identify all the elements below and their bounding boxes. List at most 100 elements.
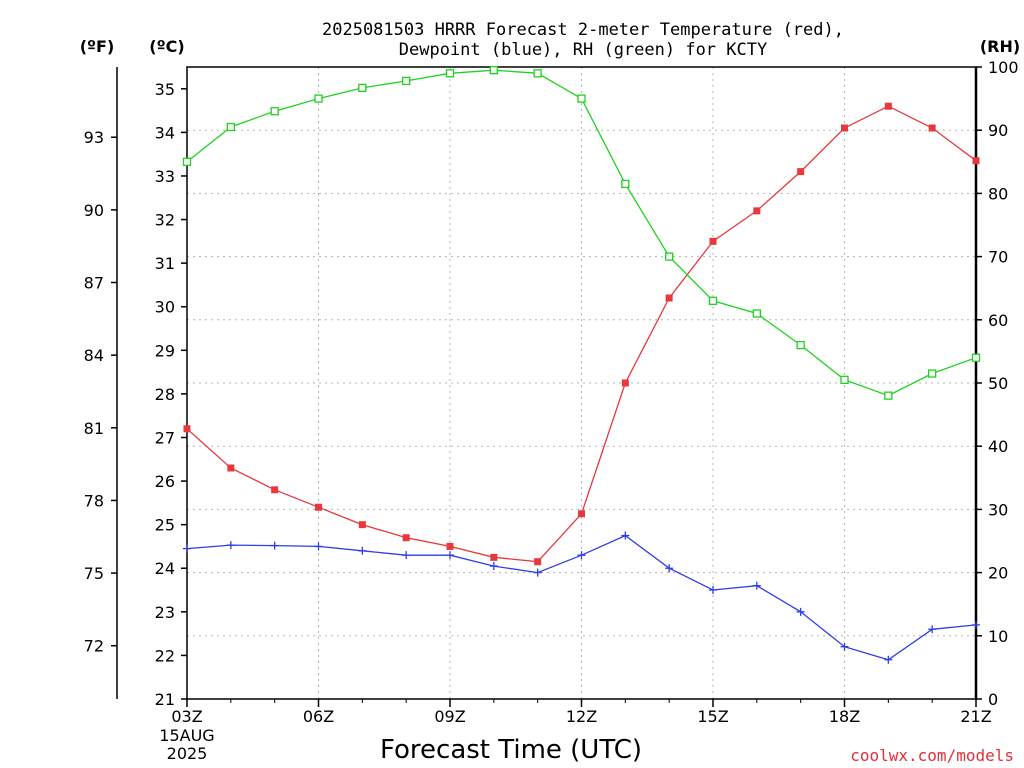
temperature-point	[578, 510, 585, 518]
rh-point	[884, 391, 893, 400]
grid-lines	[187, 67, 976, 699]
x-tick-label: 18Z	[829, 707, 860, 726]
temperature-point	[797, 168, 805, 176]
dewpoint-point	[533, 568, 542, 577]
fahrenheit-tick-label: 78	[84, 491, 104, 510]
celsius-tick-label: 35	[155, 80, 175, 99]
dewpoint-point	[972, 620, 980, 629]
dewpoint-point	[928, 625, 937, 634]
celsius-tick-label: 23	[155, 603, 175, 622]
rh-tick-label: 30	[988, 500, 1008, 519]
rh-tick-label: 80	[988, 184, 1008, 203]
dewpoint-point	[752, 581, 761, 590]
rh-point	[577, 94, 586, 103]
fahrenheit-tick-label: 90	[84, 201, 104, 220]
temperature-point	[446, 542, 454, 550]
fahrenheit-tick-label: 72	[84, 637, 104, 656]
rh-tick-label: 90	[988, 121, 1008, 140]
temperature-point	[709, 237, 717, 245]
x-date-year-label: 2025	[167, 744, 208, 763]
celsius-tick-label: 22	[155, 646, 175, 665]
x-tick-label: 09Z	[434, 707, 465, 726]
dewpoint-point	[446, 551, 454, 560]
dewpoint-point	[621, 531, 630, 540]
temperature-point	[227, 464, 235, 472]
rh-tick-label: 60	[988, 311, 1008, 330]
rh-tick-label: 100	[988, 58, 1019, 77]
dewpoint-point	[709, 586, 717, 595]
rh-point	[182, 157, 192, 166]
temperature-point	[271, 486, 279, 494]
rh-tick-label: 50	[988, 374, 1008, 393]
rh-point	[358, 83, 367, 93]
fahrenheit-tick-label: 84	[84, 346, 104, 365]
plot-frame	[186, 66, 977, 700]
x-date-day-label: 15AUG	[159, 726, 214, 745]
temperature-point	[665, 294, 673, 302]
fahrenheit-tick-label: 87	[84, 274, 104, 293]
celsius-tick-label: 31	[155, 254, 175, 273]
celsius-tick-label: 30	[155, 298, 175, 317]
x-axis-title: Forecast Time (UTC)	[380, 735, 642, 765]
x-tick-label: 12Z	[566, 707, 597, 726]
fahrenheit-tick-label: 81	[84, 419, 104, 438]
rh-point	[402, 76, 411, 86]
celsius-unit-label: (ºC)	[149, 37, 184, 56]
temperature-point	[621, 379, 629, 387]
dewpoint-point	[358, 546, 367, 555]
rh-point	[270, 107, 279, 116]
celsius-tick-label: 26	[155, 472, 175, 491]
temperature-point	[358, 521, 366, 529]
rh-point	[752, 309, 761, 318]
temperature-point	[534, 558, 542, 566]
temperature-point	[928, 124, 936, 132]
celsius-tick-label: 34	[155, 123, 175, 142]
rh-point	[928, 369, 937, 378]
rh-point	[226, 122, 235, 132]
rh-tick-label: 20	[988, 564, 1008, 583]
chart-title: 2025081503 HRRR Forecast 2-meter Tempera…	[322, 20, 844, 40]
dewpoint-point	[665, 564, 674, 573]
rh-point	[796, 340, 805, 350]
celsius-tick-label: 33	[155, 167, 175, 186]
rh-point	[621, 179, 630, 189]
dewpoint-point	[840, 642, 849, 651]
dewpoint-point	[226, 541, 235, 550]
rh-unit-label: (RH)	[980, 37, 1020, 56]
dewpoint-point	[884, 655, 893, 664]
dewpoint-point	[402, 551, 411, 560]
x-tick-label: 03Z	[171, 707, 202, 726]
temperature-point	[490, 553, 498, 561]
rh-point	[314, 94, 323, 103]
rh-point	[533, 69, 542, 78]
rh-tick-label: 10	[988, 627, 1008, 646]
x-tick-label: 15Z	[697, 707, 728, 726]
dewpoint-point	[796, 607, 805, 616]
celsius-tick-label: 24	[155, 559, 175, 578]
celsius-tick-label: 32	[155, 211, 175, 230]
temperature-point	[884, 102, 892, 110]
celsius-tick-label: 21	[155, 690, 175, 709]
dewpoint-point	[270, 541, 279, 550]
rh-tick-label: 40	[988, 437, 1008, 456]
temperature-point	[183, 425, 191, 433]
celsius-tick-label: 29	[155, 341, 175, 360]
rh-tick-label: 70	[988, 248, 1008, 267]
temperature-point	[841, 124, 848, 132]
celsius-tick-label: 25	[155, 516, 175, 535]
dewpoint-point	[183, 544, 191, 553]
temperature-point	[972, 157, 980, 165]
celsius-tick-label: 28	[155, 385, 175, 404]
rh-point	[489, 66, 498, 75]
data-series	[182, 66, 981, 664]
axes: 03Z 06Z 09Z 12Z 15Z 18Z 21Z 21 22 23 24 25 26 27 28 29 3…	[84, 58, 1019, 726]
fahrenheit-unit-label: (ºF)	[80, 37, 115, 56]
dewpoint-point	[314, 542, 323, 551]
x-tick-label: 21Z	[960, 707, 991, 726]
rh-point	[445, 69, 455, 78]
x-tick-label: 06Z	[303, 707, 334, 726]
dewpoint-point	[489, 562, 498, 571]
dewpoint-point	[577, 551, 586, 560]
rh-series-line	[186, 69, 977, 397]
